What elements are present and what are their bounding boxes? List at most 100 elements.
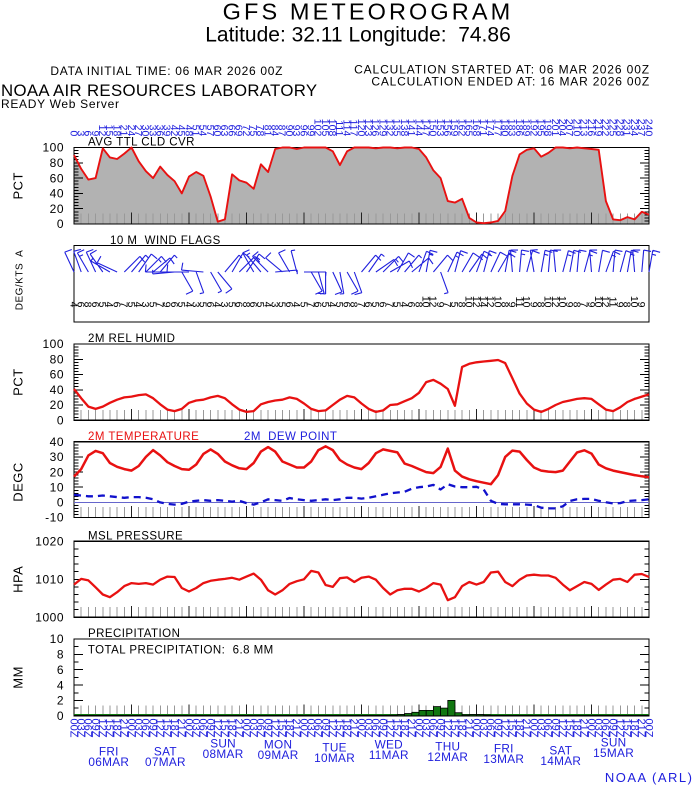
svg-text:69: 69	[233, 125, 245, 137]
svg-text:5: 5	[448, 302, 460, 308]
svg-text:216: 216	[585, 119, 597, 137]
svg-text:207: 207	[563, 119, 575, 137]
svg-text:21Z: 21Z	[175, 719, 187, 738]
svg-text:6: 6	[283, 302, 295, 308]
svg-text:80: 80	[50, 156, 64, 170]
svg-text:105: 105	[319, 119, 331, 137]
svg-text:90: 90	[283, 125, 295, 137]
svg-text:120: 120	[355, 119, 367, 137]
svg-text:7: 7	[578, 302, 590, 308]
svg-text:12: 12	[96, 125, 108, 137]
svg-text:CALCULATION STARTED AT: 06 MAR: CALCULATION STARTED AT: 06 MAR 2026 00Z	[354, 63, 650, 77]
svg-text:6: 6	[57, 663, 64, 677]
svg-text:WED: WED	[375, 738, 403, 752]
svg-text:114: 114	[340, 120, 352, 137]
svg-text:00Z: 00Z	[67, 719, 79, 738]
svg-text:129: 129	[376, 119, 388, 137]
svg-text:06Z: 06Z	[484, 719, 496, 738]
svg-text:12Z: 12Z	[211, 719, 223, 738]
svg-text:06Z: 06Z	[139, 719, 151, 738]
svg-text:21Z: 21Z	[463, 719, 475, 738]
svg-text:15Z: 15Z	[621, 719, 633, 738]
svg-text:Latitude: 32.11 Longitude: 74: Latitude: 32.11 Longitude: 74.86	[205, 24, 511, 47]
svg-text:237: 237	[635, 119, 647, 137]
svg-text:2M REL HUMID: 2M REL HUMID	[88, 333, 175, 345]
svg-text:54: 54	[197, 125, 209, 137]
svg-text:36: 36	[154, 125, 166, 137]
svg-text:234: 234	[628, 119, 640, 137]
svg-text:06MAR: 06MAR	[88, 755, 129, 769]
svg-text:06Z: 06Z	[599, 719, 611, 738]
svg-text:87: 87	[276, 125, 288, 137]
svg-text:11: 11	[513, 297, 525, 308]
svg-text:00Z: 00Z	[125, 719, 137, 738]
svg-text:147: 147	[419, 119, 431, 137]
svg-text:39: 39	[161, 125, 173, 137]
svg-text:6: 6	[110, 302, 122, 308]
svg-text:6: 6	[168, 302, 180, 308]
svg-text:06Z: 06Z	[312, 719, 324, 738]
svg-text:6: 6	[233, 302, 245, 308]
svg-text:231: 231	[621, 119, 633, 137]
svg-text:10: 10	[50, 480, 64, 494]
svg-text:159: 159	[448, 119, 460, 137]
svg-text:12Z: 12Z	[441, 719, 453, 738]
svg-text:15Z: 15Z	[506, 719, 518, 738]
svg-text:5: 5	[254, 302, 266, 308]
svg-text:138: 138	[398, 119, 410, 137]
svg-text:18Z: 18Z	[225, 719, 237, 738]
svg-text:DEG/KTS A: DEG/KTS A	[15, 250, 26, 311]
svg-text:06Z: 06Z	[542, 719, 554, 738]
svg-text:00Z: 00Z	[240, 719, 252, 738]
svg-text:TOTAL PRECIPITATION: 6.8 MM: TOTAL PRECIPITATION: 6.8 MM	[88, 645, 274, 657]
svg-text:40: 40	[50, 187, 64, 201]
svg-text:6: 6	[340, 302, 352, 308]
svg-text:9: 9	[89, 130, 101, 136]
svg-text:SUN: SUN	[210, 737, 236, 751]
svg-text:12: 12	[599, 296, 611, 308]
svg-text:24: 24	[125, 125, 137, 137]
svg-text:15Z: 15Z	[448, 719, 460, 738]
svg-text:06Z: 06Z	[427, 719, 439, 738]
svg-text:18Z: 18Z	[168, 719, 180, 738]
svg-text:06Z: 06Z	[254, 719, 266, 738]
svg-text:15Z: 15Z	[103, 719, 115, 738]
svg-text:FRI: FRI	[99, 745, 119, 759]
svg-text:141: 141	[405, 119, 417, 137]
svg-text:0: 0	[57, 414, 64, 428]
svg-text:8: 8	[534, 302, 546, 308]
svg-text:SAT: SAT	[154, 745, 177, 759]
svg-text:6: 6	[312, 302, 324, 308]
svg-text:CALCULATION ENDED AT: 16 MAR 2: CALCULATION ENDED AT: 16 MAR 2026 00Z	[371, 75, 650, 89]
svg-text:0: 0	[57, 496, 64, 510]
svg-text:00Z: 00Z	[585, 719, 597, 738]
svg-text:3: 3	[218, 302, 230, 308]
svg-text:4: 4	[398, 302, 410, 308]
svg-text:12Z: 12Z	[499, 719, 511, 738]
svg-text:5: 5	[333, 302, 345, 308]
svg-text:21Z: 21Z	[118, 719, 130, 738]
svg-text:132: 132	[384, 119, 396, 137]
svg-text:4: 4	[57, 678, 64, 692]
svg-text:21Z: 21Z	[233, 719, 245, 738]
svg-text:84: 84	[269, 125, 281, 137]
svg-text:MM: MM	[11, 666, 26, 689]
svg-text:100: 100	[42, 337, 64, 351]
svg-text:00Z: 00Z	[642, 719, 654, 738]
svg-text:210: 210	[570, 119, 582, 137]
svg-text:4: 4	[326, 302, 338, 308]
svg-text:2: 2	[57, 694, 64, 708]
svg-text:8: 8	[499, 302, 511, 308]
svg-text:9: 9	[585, 302, 597, 308]
svg-text:108: 108	[326, 119, 338, 137]
svg-text:12Z: 12Z	[326, 719, 338, 738]
svg-text:03Z: 03Z	[189, 719, 201, 738]
svg-text:09Z: 09Z	[261, 719, 273, 738]
svg-text:00Z: 00Z	[355, 719, 367, 738]
svg-text:03Z: 03Z	[304, 719, 316, 738]
svg-text:09Z: 09Z	[89, 719, 101, 738]
svg-text:174: 174	[484, 119, 496, 137]
svg-text:09Z: 09Z	[434, 719, 446, 738]
svg-text:09Z: 09Z	[549, 719, 561, 738]
svg-text:03Z: 03Z	[419, 719, 431, 738]
